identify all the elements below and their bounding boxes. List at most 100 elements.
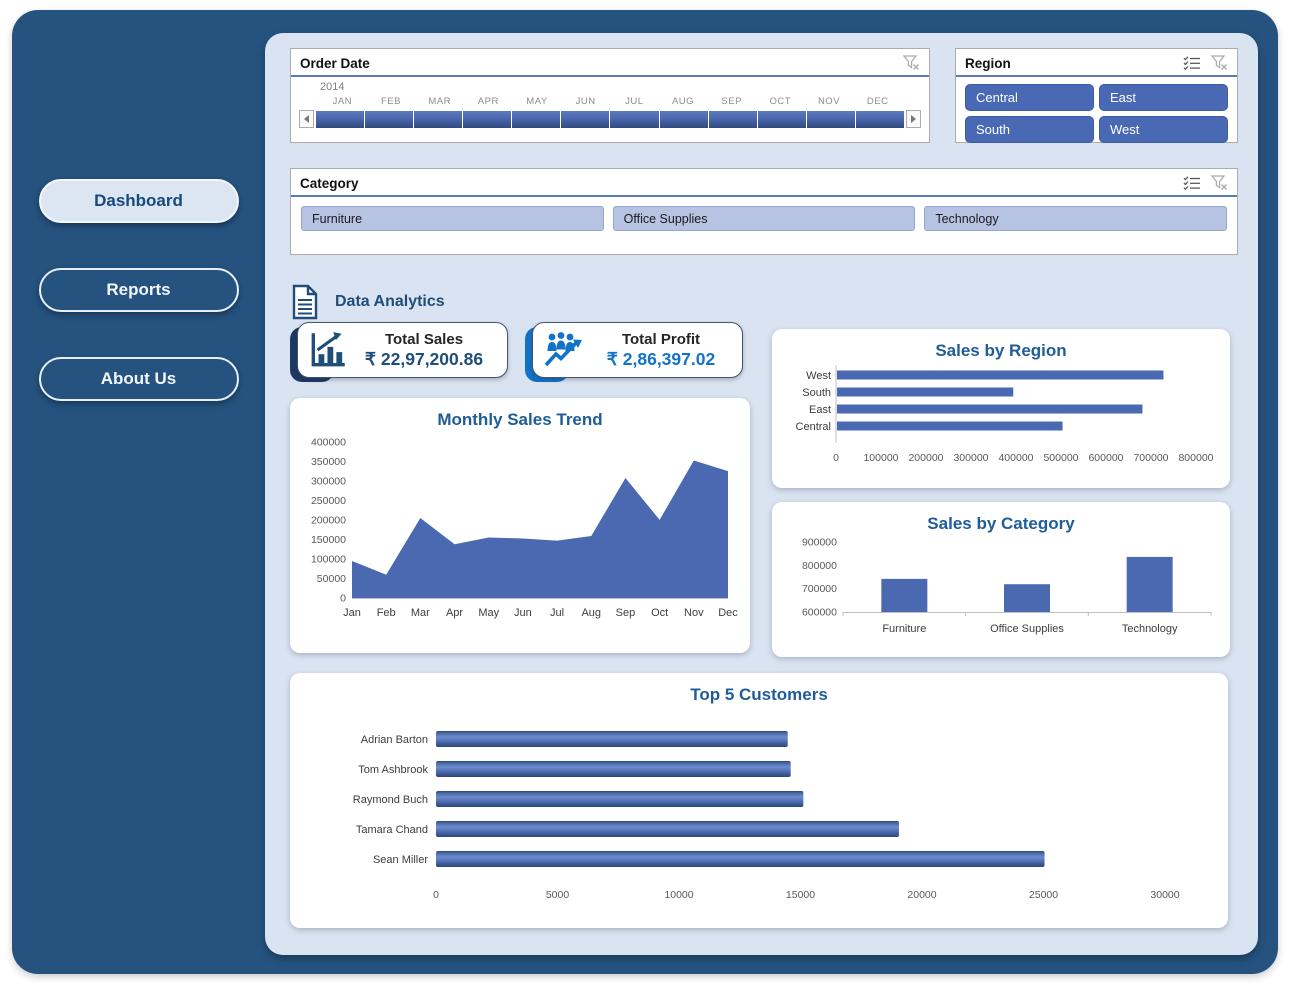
timeline-month-labels: JAN FEB MAR APR MAY JUN JUL AUG SEP OCT NOV DEC bbox=[318, 95, 902, 110]
svg-text:350000: 350000 bbox=[311, 456, 346, 468]
svg-text:600000: 600000 bbox=[802, 607, 837, 619]
svg-text:Jul: Jul bbox=[550, 607, 564, 619]
svg-text:May: May bbox=[478, 607, 499, 619]
timeline-month-segment[interactable] bbox=[708, 110, 757, 128]
app-window: Dashboard Reports About Us Order Date 2 bbox=[12, 10, 1278, 974]
svg-text:50000: 50000 bbox=[317, 573, 346, 585]
timeline-month-segment[interactable] bbox=[855, 110, 904, 128]
timeline-month-segment[interactable] bbox=[365, 110, 414, 128]
order-date-slicer-title: Order Date bbox=[300, 55, 370, 71]
svg-text:800000: 800000 bbox=[1178, 452, 1213, 464]
sales-by-region-chart: Sales by Region West South East Central 0 100… bbox=[772, 329, 1230, 488]
sidebar: Dashboard Reports About Us bbox=[12, 10, 265, 974]
kpi-label: Total Sales bbox=[384, 331, 464, 349]
document-icon bbox=[292, 284, 318, 320]
svg-text:600000: 600000 bbox=[1088, 452, 1123, 464]
region-option-east[interactable]: East bbox=[1099, 84, 1228, 111]
top-5-customers-chart: Top 5 Customers Adrian Barton Tom Ashbroo… bbox=[290, 673, 1228, 928]
svg-text:400000: 400000 bbox=[311, 437, 346, 449]
svg-text:East: East bbox=[809, 404, 831, 416]
timeline-month-segment[interactable] bbox=[610, 110, 659, 128]
timeline-month-segment[interactable] bbox=[316, 110, 365, 128]
timeline-month-label: MAY bbox=[526, 96, 548, 107]
timeline-month-segment[interactable] bbox=[414, 110, 463, 128]
sidebar-item-reports[interactable]: Reports bbox=[38, 268, 239, 312]
multi-select-icon[interactable] bbox=[1183, 55, 1201, 71]
clear-filter-icon[interactable] bbox=[1211, 175, 1228, 191]
svg-text:900000: 900000 bbox=[802, 537, 837, 549]
svg-text:800000: 800000 bbox=[802, 560, 837, 572]
left-arrow-icon bbox=[304, 115, 309, 123]
bar-chart: West South East Central 0 100000 200000 300000 4… bbox=[796, 365, 1214, 464]
svg-text:Office Supplies: Office Supplies bbox=[990, 623, 1064, 635]
category-slicer-buttons: Furniture Office Supplies Technology bbox=[291, 197, 1237, 240]
sidebar-item-about-us[interactable]: About Us bbox=[38, 357, 239, 401]
svg-text:150000: 150000 bbox=[311, 534, 346, 546]
timeline-month-segment[interactable] bbox=[512, 110, 561, 128]
svg-text:25000: 25000 bbox=[1029, 889, 1058, 901]
timeline-month-segment[interactable] bbox=[561, 110, 610, 128]
svg-text:300000: 300000 bbox=[311, 476, 346, 488]
bar-chart-3d: Adrian Barton Tom Ashbrook Raymond Buch Tam… bbox=[353, 731, 1180, 901]
region-option-south[interactable]: South bbox=[965, 116, 1094, 143]
timeline-month-label: NOV bbox=[817, 96, 841, 107]
svg-text:Raymond Buch: Raymond Buch bbox=[353, 794, 428, 806]
timeline-month-label: SEP bbox=[721, 96, 742, 107]
timeline-month-segment[interactable] bbox=[806, 110, 855, 128]
category-slicer: Category Furniture Office Sup bbox=[290, 168, 1238, 255]
svg-text:700000: 700000 bbox=[802, 583, 837, 595]
svg-text:15000: 15000 bbox=[786, 889, 815, 901]
svg-text:0: 0 bbox=[833, 452, 839, 464]
people-trend-icon bbox=[544, 332, 582, 367]
svg-text:South: South bbox=[802, 387, 831, 399]
svg-text:Sep: Sep bbox=[616, 607, 636, 619]
multi-select-icon[interactable] bbox=[1183, 175, 1201, 191]
region-option-west[interactable]: West bbox=[1099, 116, 1228, 143]
svg-text:Aug: Aug bbox=[581, 607, 601, 619]
category-slicer-title: Category bbox=[300, 175, 359, 191]
timeline-month-label: APR bbox=[477, 96, 499, 107]
category-option-technology[interactable]: Technology bbox=[924, 206, 1227, 231]
clear-filter-icon[interactable] bbox=[903, 55, 920, 71]
clear-filter-icon[interactable] bbox=[1211, 55, 1228, 71]
svg-text:100000: 100000 bbox=[311, 554, 346, 566]
right-arrow-icon bbox=[911, 115, 916, 123]
timeline-scroll-right-button[interactable] bbox=[906, 110, 921, 128]
svg-text:400000: 400000 bbox=[998, 452, 1033, 464]
order-date-slicer: Order Date 2014 JAN FEB MAR APR MAY JUN JUL AUG… bbox=[290, 48, 930, 143]
dashboard-panel: Order Date 2014 JAN FEB MAR APR MAY JUN JUL AUG… bbox=[265, 33, 1258, 955]
svg-text:20000: 20000 bbox=[907, 889, 936, 901]
svg-text:West: West bbox=[806, 370, 831, 382]
svg-text:300000: 300000 bbox=[953, 452, 988, 464]
region-slicer-title: Region bbox=[965, 55, 1011, 71]
svg-text:Technology: Technology bbox=[1122, 623, 1178, 635]
timeline-month-label: AUG bbox=[671, 96, 695, 107]
timeline-month-label: MAR bbox=[428, 96, 451, 107]
svg-text:5000: 5000 bbox=[546, 889, 570, 901]
svg-text:Tom Ashbrook: Tom Ashbrook bbox=[358, 764, 428, 776]
kpi-total-sales: Total Sales ₹ 22,97,200.86 bbox=[290, 322, 508, 382]
chart-title: Monthly Sales Trend bbox=[437, 410, 603, 429]
kpi-value: ₹ 2,86,397.02 bbox=[606, 348, 716, 369]
timeline-month-segment[interactable] bbox=[659, 110, 708, 128]
column-chart: 600000 700000 800000 900000 Furniture Office … bbox=[802, 537, 1212, 635]
category-option-office-supplies[interactable]: Office Supplies bbox=[612, 206, 916, 231]
sidebar-item-dashboard[interactable]: Dashboard bbox=[38, 179, 239, 223]
area-chart: 0 50000 100000 150000 200000 250000 300000 3500… bbox=[311, 437, 738, 620]
svg-text:Central: Central bbox=[796, 421, 831, 433]
region-option-central[interactable]: Central bbox=[965, 84, 1094, 111]
bar-chart-growth-icon bbox=[311, 332, 345, 367]
kpi-value: ₹ 22,97,200.86 bbox=[364, 348, 484, 369]
timeline-month-label: JUN bbox=[575, 96, 596, 107]
region-slicer: Region bbox=[955, 48, 1238, 143]
timeline-month-segment[interactable] bbox=[463, 110, 512, 128]
chart-title: Top 5 Customers bbox=[690, 685, 828, 704]
timeline-month-segment[interactable] bbox=[757, 110, 806, 128]
timeline-month-label: FEB bbox=[381, 96, 401, 107]
timeline-month-label: JUL bbox=[625, 96, 644, 107]
svg-text:700000: 700000 bbox=[1133, 452, 1168, 464]
timeline-scroll-left-button[interactable] bbox=[299, 110, 314, 128]
svg-text:0: 0 bbox=[433, 889, 439, 901]
svg-text:200000: 200000 bbox=[311, 515, 346, 527]
category-option-furniture[interactable]: Furniture bbox=[301, 206, 604, 231]
